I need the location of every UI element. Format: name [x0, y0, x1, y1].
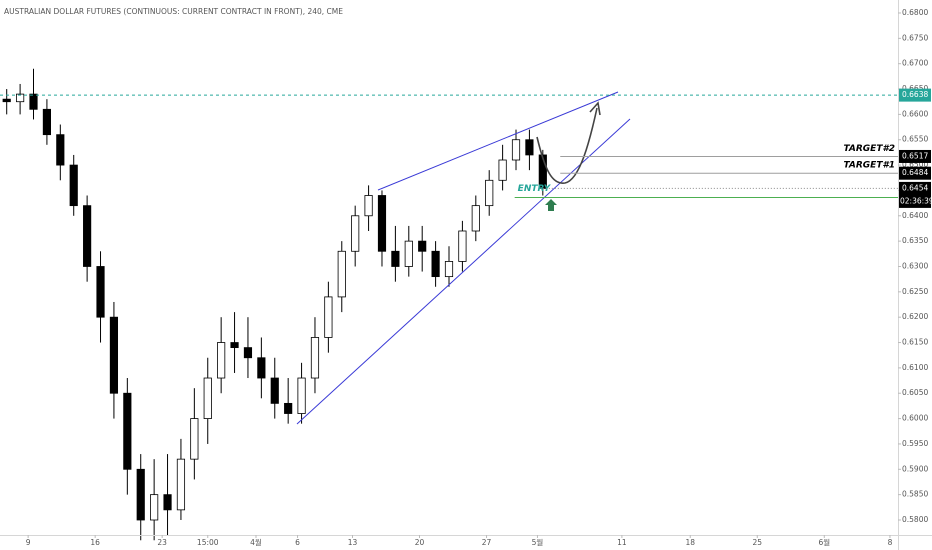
x-tick-label: 13: [348, 538, 358, 547]
candle-body: [29, 93, 38, 110]
candle-body: [203, 377, 212, 419]
y-tick-label: 0.6050: [902, 388, 928, 397]
candle-body: [243, 347, 253, 359]
y-tick-label: 0.6550: [902, 135, 928, 144]
level-text: TARGET#2: [843, 144, 895, 154]
projection-arrow: [536, 107, 598, 184]
x-tick-label: 4월: [250, 537, 262, 547]
y-tick-label: 0.6400: [902, 211, 928, 220]
candle-body: [150, 494, 159, 521]
price-label: 0.6517: [902, 151, 928, 160]
price-label: 0.6638: [902, 90, 928, 99]
candle-body: [109, 316, 119, 394]
y-tick-label: 0.6700: [902, 59, 928, 68]
candle-body: [351, 215, 360, 252]
candle-body: [123, 392, 132, 470]
candle-body: [2, 98, 11, 103]
y-tick-label: 0.6100: [902, 363, 928, 372]
level-text: TARGET#1: [843, 161, 895, 171]
candle-body: [525, 139, 534, 156]
candle-body: [176, 458, 186, 511]
x-tick-label: 8: [888, 538, 893, 547]
candle-body: [418, 240, 427, 252]
candle-body: [431, 250, 440, 278]
y-tick-label: 0.6600: [902, 109, 928, 118]
candle-body: [471, 205, 480, 232]
y-tick-label: 0.6650: [902, 84, 928, 93]
x-tick-label: 5월: [532, 537, 544, 547]
price-label-bg: [899, 88, 931, 102]
x-tick-label: 16: [90, 538, 100, 547]
x-tick-label: 6: [295, 538, 300, 547]
y-tick-label: 0.6300: [902, 261, 928, 270]
x-tick-label: 23: [157, 538, 167, 547]
x-tick-label: 18: [685, 538, 695, 547]
y-tick-label: 0.6000: [902, 414, 928, 423]
y-tick-label: 0.5850: [902, 490, 928, 499]
level-text: ENTRY: [518, 184, 552, 194]
candle-body: [96, 266, 105, 318]
y-tick-label: 0.5900: [902, 464, 928, 473]
candle-body: [458, 230, 467, 262]
candle-body: [56, 134, 65, 166]
candle-body: [324, 296, 333, 338]
projection-arrowhead: [589, 101, 601, 116]
candle-body: [297, 377, 306, 414]
y-tick-label: 0.6200: [902, 312, 928, 321]
candle-body: [190, 418, 199, 460]
candle-body: [364, 195, 373, 217]
chart-title: AUSTRALIAN DOLLAR FUTURES (CONTINUOUS: C…: [4, 7, 343, 16]
x-tick-label: 6월: [818, 537, 830, 547]
candle-body: [217, 342, 226, 379]
candle-body: [310, 337, 320, 379]
x-tick-label: 9: [26, 538, 31, 547]
candle-body: [16, 93, 25, 103]
y-tick-label: 0.5800: [902, 515, 928, 524]
candle-body: [163, 494, 172, 511]
candle-body: [485, 179, 494, 207]
entry-arrow: [545, 199, 557, 211]
x-tick-label: 25: [752, 538, 762, 547]
y-tick-label: 0.5950: [902, 439, 928, 448]
x-tick-label: 27: [482, 538, 492, 547]
candle-body: [377, 195, 387, 252]
candle-body: [444, 261, 454, 278]
upper-trendline: [377, 91, 619, 191]
price-label-bg: [899, 166, 931, 180]
candle-body: [284, 402, 293, 414]
candle-body: [391, 250, 400, 267]
y-tick-label: 0.6750: [902, 33, 928, 42]
candle-body: [42, 108, 51, 136]
price-label: 0.6484: [902, 168, 928, 177]
price-label-bg: [899, 149, 931, 163]
candle-body: [230, 342, 239, 349]
lower-trendline: [296, 118, 631, 425]
candle-body: [538, 154, 547, 189]
candle-body: [83, 205, 92, 267]
last-price-label: 0.6454: [902, 183, 928, 192]
candle-body: [136, 468, 145, 521]
y-tick-label: 0.6500: [902, 160, 928, 169]
x-tick-label: 20: [415, 538, 425, 547]
candle-body: [270, 377, 279, 404]
candle-body: [257, 357, 266, 379]
countdown: 02:36:39: [900, 196, 932, 205]
y-tick-label: 0.6150: [902, 338, 928, 347]
last-price-bg: [899, 181, 931, 208]
y-tick-label: 0.6800: [902, 8, 928, 17]
y-tick-label: 0.6250: [902, 287, 928, 296]
candle-body: [337, 250, 346, 298]
candle-body: [404, 240, 413, 267]
x-tick-label: 15:00: [197, 538, 219, 547]
candle-body: [511, 139, 521, 161]
y-tick-label: 0.6350: [902, 236, 928, 245]
candle-body: [69, 164, 78, 207]
x-tick-label: 11: [617, 538, 627, 547]
plot-area: [2, 68, 547, 541]
candle-body: [498, 159, 507, 181]
